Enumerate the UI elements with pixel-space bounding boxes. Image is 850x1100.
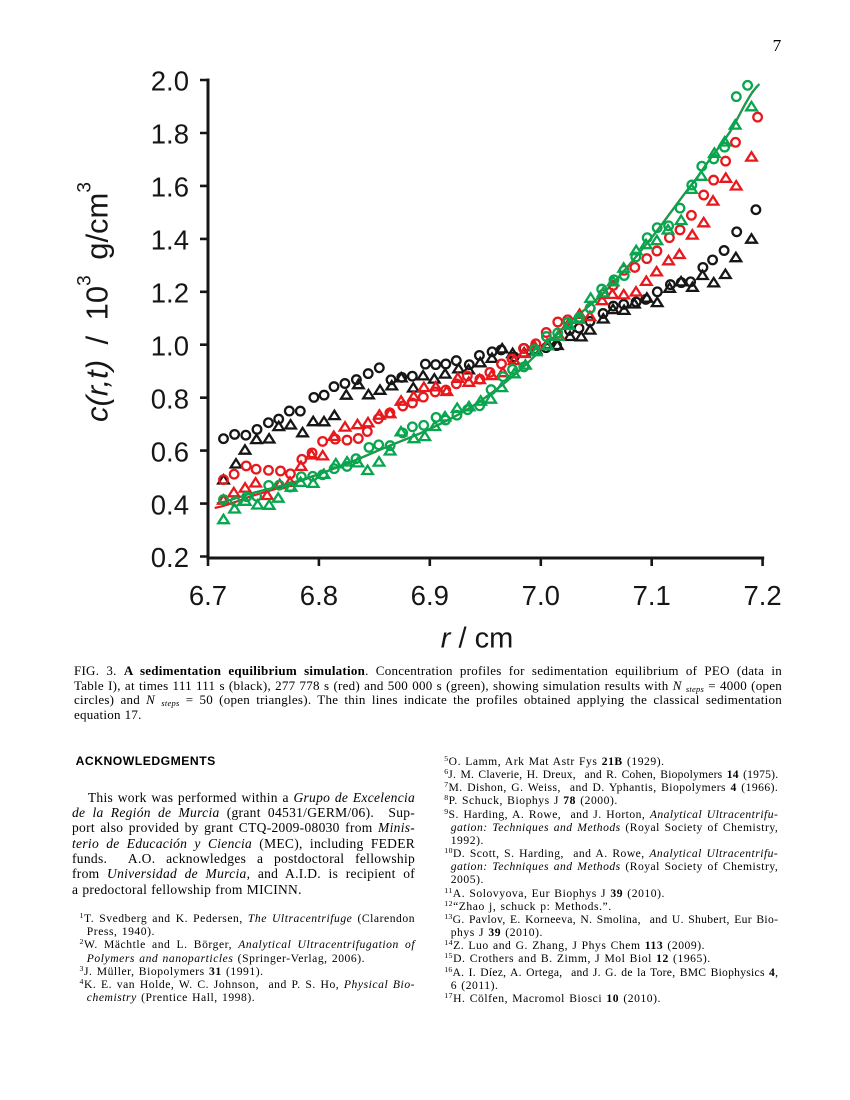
svg-text:1.8: 1.8: [151, 119, 189, 150]
svg-text:c(r,t) / 103 g/cm3: c(r,t) / 103 g/cm3: [75, 182, 115, 422]
svg-text:6.9: 6.9: [411, 580, 449, 611]
svg-text:0.6: 0.6: [151, 436, 189, 467]
svg-text:1.0: 1.0: [151, 330, 189, 361]
svg-text:1.4: 1.4: [151, 225, 189, 256]
svg-text:6.8: 6.8: [300, 580, 338, 611]
svg-text:2.0: 2.0: [151, 66, 189, 97]
svg-text:7.2: 7.2: [743, 580, 781, 611]
svg-text:0.4: 0.4: [151, 489, 189, 520]
svg-text:1.2: 1.2: [151, 278, 189, 309]
svg-text:6.7: 6.7: [189, 580, 227, 611]
svg-text:7.1: 7.1: [633, 580, 671, 611]
svg-text:7.0: 7.0: [522, 580, 560, 611]
svg-text:1.6: 1.6: [151, 172, 189, 203]
svg-text:r / cm: r / cm: [441, 623, 514, 655]
svg-text:0.2: 0.2: [151, 542, 189, 573]
svg-text:0.8: 0.8: [151, 383, 189, 414]
